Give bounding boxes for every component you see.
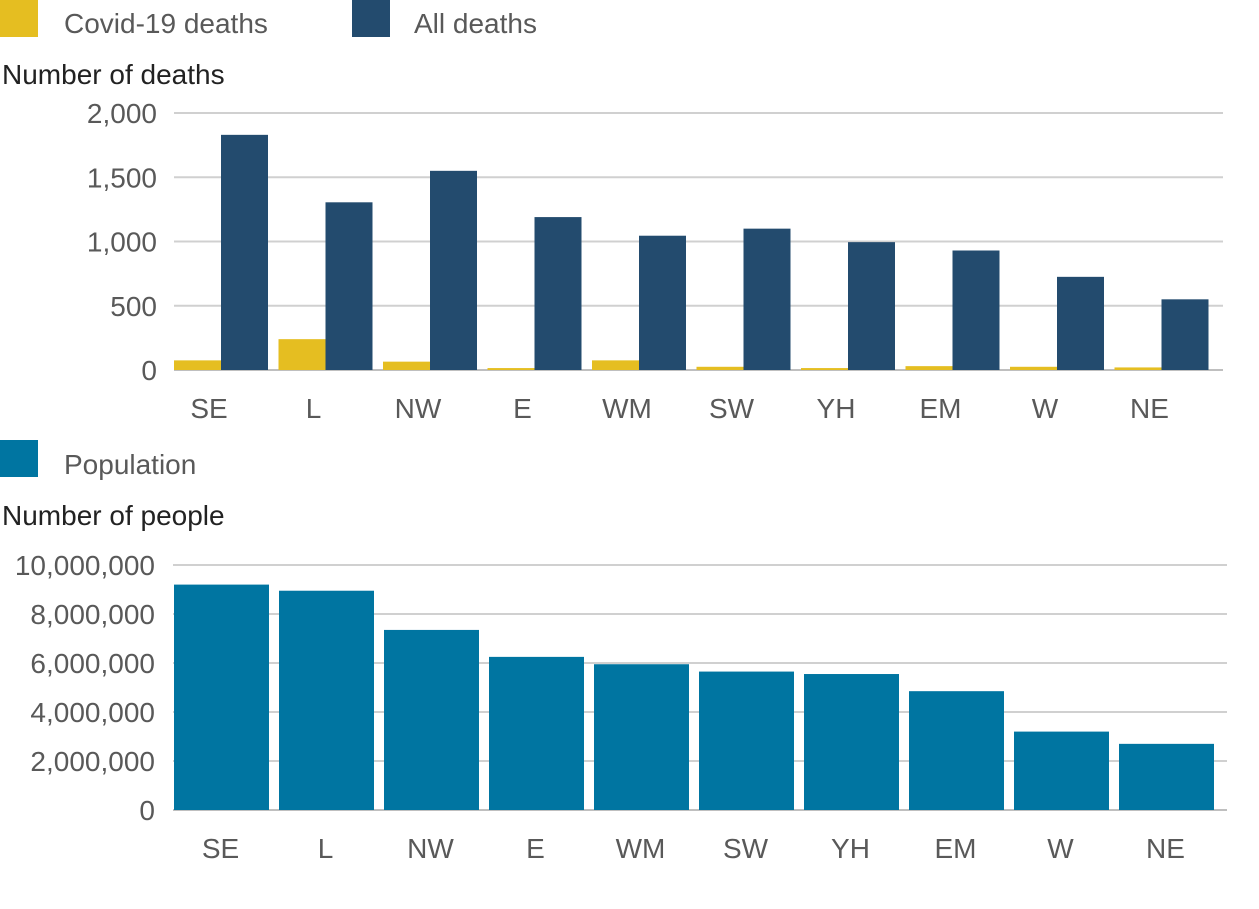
- y-tick-label: 500: [110, 291, 157, 322]
- bar-population: [909, 691, 1004, 810]
- x-tick-label: NE: [1146, 833, 1185, 864]
- bar-population: [804, 674, 899, 810]
- x-tick-label: W: [1047, 833, 1074, 864]
- deaths-y-axis-title: Number of deaths: [2, 59, 225, 90]
- bar-all-deaths: [743, 228, 791, 370]
- y-tick-label: 10,000,000: [15, 550, 155, 581]
- x-tick-label: YH: [817, 393, 856, 424]
- bar-population: [384, 629, 479, 810]
- bar-covid-deaths: [174, 360, 221, 370]
- bar-population: [489, 656, 584, 810]
- bar-covid-deaths: [696, 366, 744, 370]
- bar-all-deaths: [848, 242, 895, 370]
- x-tick-label: EM: [920, 393, 962, 424]
- deaths-bar-chart: 0 500 1,000 1,500 2,000 SE L NW E WM SW YH EM W NE: [87, 98, 1223, 424]
- x-tick-label: YH: [831, 833, 870, 864]
- y-tick-label: 2,000,000: [30, 746, 155, 777]
- x-tick-label: NE: [1130, 393, 1169, 424]
- y-tick-label: 4,000,000: [30, 697, 155, 728]
- bar-all-deaths: [221, 134, 268, 370]
- bar-population: [1119, 743, 1214, 810]
- bar-covid-deaths: [383, 361, 430, 370]
- y-tick-label: 1,000: [87, 227, 157, 258]
- bar-covid-deaths: [487, 368, 535, 370]
- bar-all-deaths: [1161, 299, 1209, 370]
- x-tick-label: WM: [602, 393, 652, 424]
- bar-covid-deaths: [592, 360, 639, 370]
- bar-population: [1014, 731, 1109, 810]
- x-tick-label: SE: [202, 833, 239, 864]
- bar-covid-deaths: [905, 366, 953, 370]
- x-tick-label: NW: [407, 833, 454, 864]
- bar-all-deaths: [534, 217, 582, 370]
- x-tick-label: W: [1032, 393, 1059, 424]
- bar-all-deaths: [325, 202, 373, 370]
- bar-population: [174, 584, 269, 810]
- y-tick-label: 0: [139, 795, 155, 826]
- legend-swatch-covid: [0, 0, 38, 37]
- x-tick-label: L: [306, 393, 322, 424]
- bar-all-deaths: [639, 235, 686, 370]
- x-tick-label: E: [526, 833, 545, 864]
- y-tick-label: 0: [141, 355, 157, 386]
- y-tick-label: 8,000,000: [30, 599, 155, 630]
- x-tick-label: SW: [709, 393, 755, 424]
- legend-label-population: Population: [64, 449, 197, 480]
- x-tick-label: L: [318, 833, 334, 864]
- bar-population: [594, 664, 689, 810]
- legend-swatch-all-deaths: [352, 0, 390, 37]
- x-tick-label: EM: [935, 833, 977, 864]
- bar-population: [279, 590, 374, 810]
- x-tick-label: E: [513, 393, 532, 424]
- y-tick-label: 6,000,000: [30, 648, 155, 679]
- bar-all-deaths: [1057, 276, 1104, 370]
- legend-label-covid: Covid-19 deaths: [64, 8, 268, 39]
- y-tick-label: 2,000: [87, 98, 157, 129]
- x-tick-label: SW: [723, 833, 769, 864]
- bar-covid-deaths: [1114, 367, 1162, 370]
- x-tick-label: WM: [616, 833, 666, 864]
- bar-covid-deaths: [278, 339, 326, 370]
- bar-covid-deaths: [1010, 366, 1057, 370]
- bar-covid-deaths: [801, 368, 848, 370]
- x-tick-label: SE: [190, 393, 227, 424]
- y-tick-label: 1,500: [87, 162, 157, 193]
- bar-all-deaths: [952, 250, 1000, 370]
- x-tick-label: NW: [395, 393, 442, 424]
- bar-all-deaths: [430, 170, 477, 370]
- population-y-axis-title: Number of people: [2, 500, 225, 531]
- legend-swatch-population: [0, 440, 38, 477]
- legend-label-all-deaths: All deaths: [414, 8, 537, 39]
- bar-population: [699, 671, 794, 810]
